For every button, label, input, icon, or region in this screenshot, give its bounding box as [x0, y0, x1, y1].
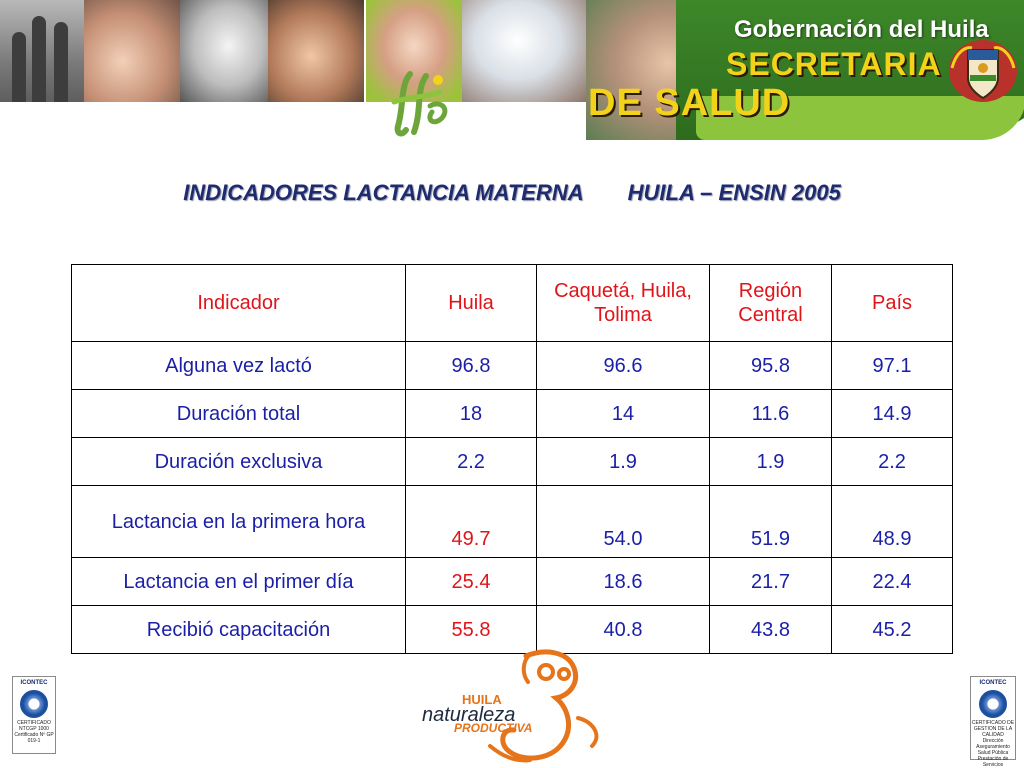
table-header-row: Indicador Huila Caquetá, Huila, Tolima R…	[71, 264, 953, 342]
indicator-cell: Lactancia en el primer día	[71, 557, 406, 606]
certification-seal-icon	[20, 690, 48, 718]
header-banner: Gobernación del Huila SECRETARIA DE SALU…	[0, 0, 1024, 140]
indicator-cell: Alguna vez lactó	[71, 341, 406, 390]
table-row: Recibió capacitación 55.8 40.8 43.8 45.2	[71, 605, 953, 654]
title-indicators: INDICADORES LACTANCIA MATERNA	[183, 180, 584, 205]
value-cell-huila: 96.8	[405, 341, 537, 390]
value-cell-region-central: 1.9	[709, 437, 832, 486]
value-cell-huila: 55.8	[405, 605, 537, 654]
table-row: Alguna vez lactó 96.8 96.6 95.8 97.1	[71, 341, 953, 390]
value-cell-pais: 97.1	[831, 341, 953, 390]
banner-photo-nurse-child	[462, 0, 586, 102]
banner-photo-breastfeeding	[180, 0, 268, 102]
value-cell-caqueta-huila-tolima: 96.6	[536, 341, 710, 390]
value-cell-huila: 49.7	[405, 485, 537, 558]
page-title: INDICADORES LACTANCIA MATERNA HUILA – ENS…	[0, 180, 1024, 206]
cert-caption: Certificado Nº GP 019-1	[14, 732, 54, 744]
secretaria-title: SECRETARIA	[726, 46, 942, 82]
cert-label: CERTIFICADO DE GESTION DE LA CALIDAD	[971, 720, 1015, 738]
icontec-brand: ICONTEC	[979, 680, 1007, 686]
indicator-cell: Duración exclusiva	[71, 437, 406, 486]
table-row: Duración exclusiva 2.2 1.9 1.9 2.2	[71, 437, 953, 486]
indicators-table: Indicador Huila Caquetá, Huila, Tolima R…	[71, 264, 953, 654]
value-cell-caqueta-huila-tolima: 54.0	[536, 485, 710, 558]
value-cell-caqueta-huila-tolima: 1.9	[536, 437, 710, 486]
value-cell-caqueta-huila-tolima: 14	[536, 389, 710, 438]
quality-seal-icon	[979, 690, 1007, 718]
icontec-certificate-left: ICONTEC CERTIFICADO NTCGP 1000 Certifica…	[12, 676, 56, 754]
logo-huila-text: HUILA	[462, 692, 502, 707]
value-cell-pais: 14.9	[831, 389, 953, 438]
header-huila: Huila	[405, 264, 537, 342]
coat-of-arms-icon	[949, 40, 1017, 102]
icontec-brand: ICONTEC	[20, 680, 48, 686]
banner-photo-child	[366, 0, 462, 102]
value-cell-region-central: 11.6	[709, 389, 832, 438]
cert-caption: Dirección Aseguramiento Salud Pública Pr…	[976, 738, 1010, 768]
value-cell-pais: 45.2	[831, 605, 953, 654]
header-caqueta-huila-tolima: Caquetá, Huila, Tolima	[536, 264, 710, 342]
cert-label: CERTIFICADO	[17, 720, 51, 726]
value-cell-pais: 48.9	[831, 485, 953, 558]
huila-naturaleza-mascot-icon	[488, 649, 599, 763]
cert-standard: NTCGP 1000	[19, 726, 49, 732]
value-cell-huila: 2.2	[405, 437, 537, 486]
value-cell-region-central: 43.8	[709, 605, 832, 654]
value-cell-region-central: 21.7	[709, 557, 832, 606]
header-region-central: Región Central	[709, 264, 832, 342]
indicator-cell: Lactancia en la primera hora	[71, 485, 406, 558]
title-region: HUILA – ENSIN 2005	[627, 180, 841, 205]
indicator-cell: Duración total	[71, 389, 406, 438]
value-cell-pais: 2.2	[831, 437, 953, 486]
banner-photo-pregnant-woman	[84, 0, 180, 102]
value-cell-pais: 22.4	[831, 557, 953, 606]
header-pais: País	[831, 264, 953, 342]
header-indicator: Indicador	[71, 264, 406, 342]
value-cell-huila: 18	[405, 389, 537, 438]
icontec-certificate-right: ICONTEC CERTIFICADO DE GESTION DE LA CAL…	[970, 676, 1016, 768]
table-row: Lactancia en la primera hora 49.7 54.0 5…	[71, 485, 953, 558]
value-cell-caqueta-huila-tolima: 40.8	[536, 605, 710, 654]
value-cell-huila: 25.4	[405, 557, 537, 606]
de-salud-title: DE SALUD	[588, 82, 791, 124]
value-cell-region-central: 51.9	[709, 485, 832, 558]
banner-photo-mother-baby	[268, 0, 364, 102]
logo-productiva-text: PRODUCTIVA	[454, 721, 533, 735]
logo-naturaleza-text: naturaleza	[422, 704, 516, 726]
hs-emblem-icon	[391, 71, 448, 137]
banner-photo-family	[0, 0, 84, 102]
value-cell-caqueta-huila-tolima: 18.6	[536, 557, 710, 606]
indicator-cell: Recibió capacitación	[71, 605, 406, 654]
secretaria-salud-logo: Gobernación del Huila SECRETARIA DE SALU…	[586, 0, 1024, 140]
table-row: Lactancia en el primer día 25.4 18.6 21.…	[71, 557, 953, 606]
government-title: Gobernación del Huila	[734, 16, 989, 43]
value-cell-region-central: 95.8	[709, 341, 832, 390]
table-row: Duración total 18 14 11.6 14.9	[71, 389, 953, 438]
